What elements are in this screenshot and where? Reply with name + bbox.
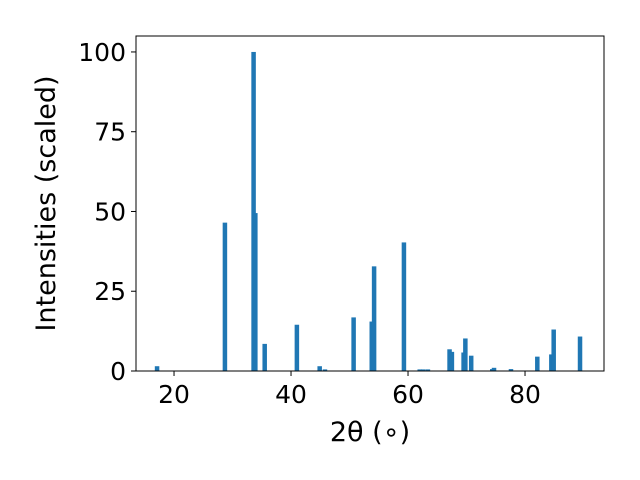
bars-layer: [154, 51, 583, 371]
y-axis-label: Intensities (scaled): [31, 75, 62, 331]
y-tick-label-0: 0: [110, 357, 126, 386]
bar-15: [447, 349, 452, 371]
bar-18: [463, 338, 468, 371]
bar-12: [417, 369, 422, 371]
bar-4: [262, 343, 267, 371]
plot-frame: [135, 35, 605, 372]
x-tick-label-2: 60: [392, 380, 424, 409]
bar-26: [577, 336, 583, 371]
bar-14: [425, 369, 431, 371]
bar-6: [317, 366, 322, 371]
x-axis-label: 2θ (∘): [330, 417, 410, 448]
y-axis-ticks: 0 25 50 75 100: [78, 38, 136, 386]
y-tick-label-3: 75: [94, 118, 126, 147]
bar-24: [549, 354, 554, 371]
bar-16: [449, 351, 455, 371]
bar-19: [468, 355, 474, 371]
y-tick-label-1: 25: [94, 277, 126, 306]
bar-23: [535, 356, 540, 371]
bar-25: [551, 329, 556, 371]
bar-2: [251, 51, 256, 371]
bar-7: [322, 369, 328, 371]
x-tick-label-0: 20: [158, 380, 190, 409]
bar-0: [154, 366, 160, 371]
x-tick-label-3: 80: [509, 380, 541, 409]
bar-9: [369, 321, 374, 371]
bar-8: [351, 317, 356, 371]
bar-21: [491, 367, 497, 371]
bar-22: [508, 369, 514, 371]
x-tick-label-1: 40: [275, 380, 307, 409]
bar-13: [420, 369, 426, 371]
bar-5: [294, 324, 300, 371]
y-tick-label-2: 50: [94, 197, 126, 226]
bar-11: [401, 242, 407, 371]
bar-3: [253, 213, 258, 371]
y-tick-label-4: 100: [78, 38, 126, 67]
bar-1: [222, 222, 228, 371]
bar-10: [371, 266, 377, 371]
x-axis-ticks: 20 40 60 80: [158, 371, 541, 409]
